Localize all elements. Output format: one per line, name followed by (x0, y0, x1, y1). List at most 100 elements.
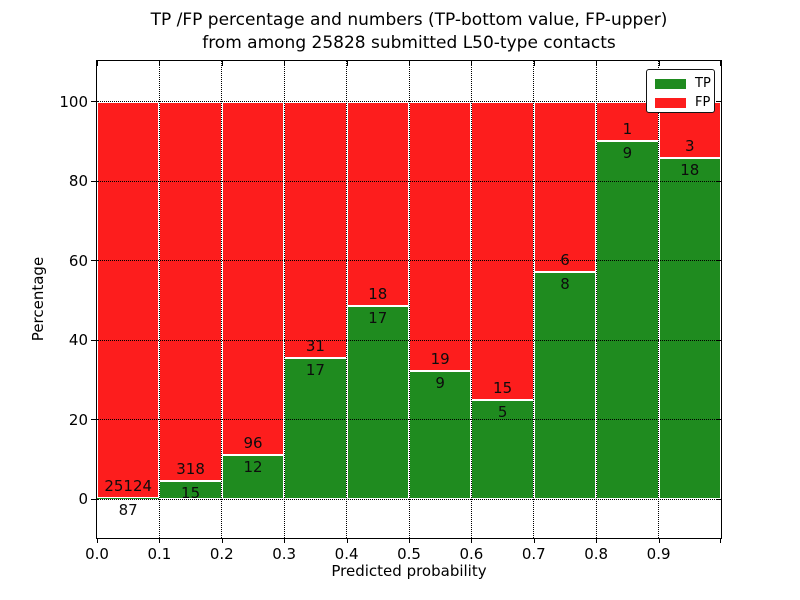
x-tick-mark-top (720, 61, 721, 66)
y-tick-mark-left (91, 101, 97, 103)
y-tick-label-60: 60 (68, 251, 88, 270)
legend-item-tp: TP (655, 76, 714, 92)
bar-tp-segment-3 (284, 358, 347, 499)
y-tick-label-100: 100 (59, 92, 88, 111)
x-axis-label: Predicted probability (331, 562, 487, 580)
fp-count-label-8: 1 (622, 120, 633, 139)
x-tick-label-0.7: 0.7 (521, 545, 546, 563)
bar-tp-segment-0 (97, 497, 160, 499)
x-tick-mark-top (97, 61, 98, 66)
bar-tp-segment-5 (409, 371, 472, 499)
x-tick-label-0.0: 0.0 (85, 545, 109, 563)
x-tick-label-0.1: 0.1 (147, 545, 172, 563)
x-tick-label-0.9: 0.9 (646, 545, 671, 563)
x-tick-label-0.5: 0.5 (397, 545, 421, 563)
bar-fp-segment-7 (533, 101, 597, 272)
x-gridline-1 (158, 61, 160, 538)
chart-title: TP /FP percentage and numbers (TP-bottom… (97, 9, 721, 55)
bar-fp-segment-5 (409, 101, 472, 372)
x-tick-mark-top (346, 61, 348, 66)
fp-swatch-icon (655, 98, 686, 108)
x-tick-label-0.6: 0.6 (459, 545, 484, 563)
tp-count-label-0: 87 (118, 500, 138, 519)
bar-tp-segment-1 (159, 481, 222, 499)
x-tick-mark-bottom (221, 538, 223, 543)
bar-tp-segment-4 (346, 306, 409, 499)
fp-count-label-2: 96 (243, 433, 263, 452)
bar-fp-segment-3 (284, 101, 347, 359)
x-gridline-6 (470, 61, 472, 538)
plot-area: TP FP 25124 87 318 15 96 12 31 17 18 17 19 9 15 5 6 8 1 9… (59, 60, 722, 563)
x-tick-label-0.8: 0.8 (584, 545, 609, 563)
x-tick-mark-bottom (409, 538, 410, 543)
x-tick-mark-top (596, 61, 598, 66)
x-tick-mark-bottom (658, 538, 660, 543)
x-tick-mark-bottom (284, 538, 286, 543)
x-tick-mark-top (409, 61, 410, 66)
chart-title-line2: from among 25828 submitted L50-type cont… (202, 33, 616, 53)
bar-tp-segment-6 (471, 399, 534, 499)
y-tick-mark-left (91, 260, 97, 262)
tp-count-label-1: 15 (181, 484, 201, 503)
y-tick-mark-right (716, 419, 721, 421)
bar-fp-segment-2 (221, 101, 285, 455)
bar-tp-segment-9 (658, 158, 721, 499)
fp-count-label-7: 6 (560, 250, 570, 269)
y-tick-mark-right (716, 260, 721, 262)
chart-title-line1: TP /FP percentage and numbers (TP-bottom… (150, 10, 668, 30)
legend: TP FP (646, 69, 715, 113)
fp-count-label-5: 19 (430, 350, 450, 369)
y-tick-mark-right (716, 101, 721, 103)
tp-count-label-5: 9 (435, 374, 445, 393)
x-tick-label-0.2: 0.2 (209, 545, 234, 563)
x-tick-mark-top (533, 61, 535, 66)
y-tick-mark-left (91, 419, 97, 421)
x-gridline-4 (346, 61, 348, 538)
fp-count-label-0: 25124 (104, 476, 153, 495)
legend-label-tp: TP (695, 76, 711, 91)
y-tick-mark-left (91, 498, 97, 500)
x-tick-mark-top (284, 61, 286, 66)
legend-label-fp: FP (695, 95, 711, 110)
x-tick-mark-top (471, 61, 473, 66)
bar-fp-segment-4 (346, 101, 409, 306)
bar-tp-segment-2 (221, 454, 285, 499)
y-tick-label-40: 40 (68, 331, 88, 350)
x-tick-mark-bottom (720, 538, 721, 543)
fp-count-label-3: 31 (305, 337, 325, 356)
y-tick-mark-right (716, 498, 721, 500)
tp-count-label-3: 17 (305, 361, 325, 380)
x-gridline-5 (408, 61, 410, 538)
bar-fp-segment-6 (471, 101, 534, 400)
x-gridline-7 (533, 61, 535, 538)
tp-count-label-4: 17 (368, 309, 388, 328)
bar-tp-segment-7 (533, 271, 597, 499)
tp-count-label-7: 8 (560, 274, 570, 293)
x-gridline-8 (595, 61, 597, 538)
fp-count-label-1: 318 (176, 460, 205, 479)
bar-tp-segment-8 (596, 141, 659, 499)
y-tick-label-20: 20 (68, 410, 88, 429)
x-tick-mark-bottom (97, 538, 98, 543)
y-tick-mark-right (716, 180, 721, 182)
x-tick-mark-bottom (533, 538, 535, 543)
y-tick-label-80: 80 (68, 172, 88, 191)
tp-count-label-8: 9 (622, 144, 633, 163)
fp-count-label-9: 3 (685, 137, 695, 156)
x-gridline-2 (221, 61, 223, 538)
x-gridline-3 (283, 61, 285, 538)
fp-count-label-4: 18 (368, 285, 388, 304)
bar-fp-segment-1 (159, 101, 222, 482)
y-tick-mark-right (716, 339, 721, 341)
x-tick-mark-bottom (471, 538, 473, 543)
x-gridline-9 (658, 61, 660, 538)
x-tick-mark-top (221, 61, 223, 66)
x-tick-mark-bottom (346, 538, 348, 543)
y-tick-mark-left (91, 339, 97, 341)
y-tick-mark-left (91, 180, 97, 182)
tp-swatch-icon (655, 79, 686, 89)
x-tick-mark-top (658, 61, 660, 66)
x-tick-label-0.4: 0.4 (334, 545, 359, 563)
tp-count-label-9: 18 (680, 161, 700, 180)
